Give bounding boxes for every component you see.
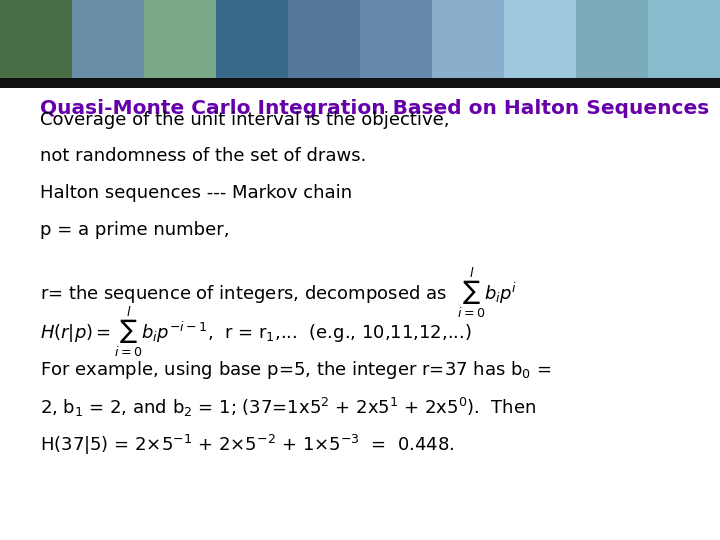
Text: Coverage of the unit interval is the objective,: Coverage of the unit interval is the obj… bbox=[40, 111, 449, 129]
Bar bbox=[576, 0, 648, 78]
Bar bbox=[216, 0, 288, 78]
Bar bbox=[0, 0, 72, 78]
Text: For example, using base p=5, the integer r=37 has b$_0$ =: For example, using base p=5, the integer… bbox=[40, 359, 551, 381]
Bar bbox=[360, 0, 432, 78]
Bar bbox=[144, 0, 216, 78]
Text: Quasi-Monte Carlo Integration Based on Halton Sequences: Quasi-Monte Carlo Integration Based on H… bbox=[40, 99, 709, 118]
Text: 2, b$_1$ = 2, and b$_2$ = 1; (37=1x5$^2$ + 2x5$^1$ + 2x5$^0$).  Then: 2, b$_1$ = 2, and b$_2$ = 1; (37=1x5$^2$… bbox=[40, 396, 536, 419]
Text: p = a prime number,: p = a prime number, bbox=[40, 221, 229, 239]
Bar bbox=[432, 0, 504, 78]
Text: not randomness of the set of draws.: not randomness of the set of draws. bbox=[40, 147, 366, 165]
Text: r= the sequence of integers, decomposed as  $\sum_{i=0}^{l} b_i p^i$: r= the sequence of integers, decomposed … bbox=[40, 266, 517, 320]
Text: H(37|5) = 2$\times$5$^{-1}$ + 2$\times$5$^{-2}$ + 1$\times$5$^{-3}$  =  0.448.: H(37|5) = 2$\times$5$^{-1}$ + 2$\times$5… bbox=[40, 433, 454, 457]
Bar bbox=[0, 78, 720, 88]
Bar bbox=[504, 0, 576, 78]
Bar bbox=[288, 0, 360, 78]
Bar bbox=[72, 0, 144, 78]
Text: $H(r|p) = \sum_{i=0}^{l} b_i p^{-i-1}$,  r = r$_1$,...  (e.g., 10,11,12,...): $H(r|p) = \sum_{i=0}^{l} b_i p^{-i-1}$, … bbox=[40, 304, 472, 359]
Bar bbox=[648, 0, 720, 78]
Text: Halton sequences --- Markov chain: Halton sequences --- Markov chain bbox=[40, 184, 352, 202]
